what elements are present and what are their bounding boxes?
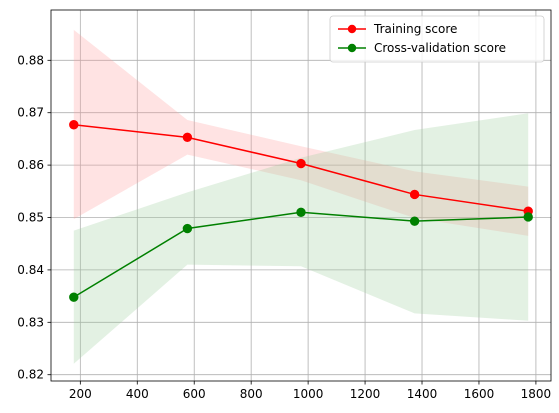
- legend: Training score Cross-validation score: [329, 15, 545, 63]
- plot-area-frame: [50, 9, 552, 382]
- legend-training-label: Training score: [373, 22, 457, 36]
- x-tick-label: 200: [69, 387, 92, 401]
- cross-validation-score-point: [523, 212, 533, 222]
- training-score-point: [296, 158, 306, 169]
- legend-cross-validation-marker: [347, 43, 357, 53]
- confidence-bands: [73, 29, 529, 364]
- x-tick-label: 600: [183, 387, 206, 401]
- series-points: [69, 120, 533, 302]
- x-tick-label: 1400: [407, 387, 438, 401]
- axis-ticks: 200 400 600 800 1000 1200 1400 1600 1800 0.82 0.83…: [17, 53, 551, 401]
- y-tick-label: 0.88: [17, 53, 44, 67]
- y-tick-label: 0.84: [17, 263, 44, 277]
- x-tick-label: 1000: [293, 387, 324, 401]
- training-score-point: [409, 189, 420, 200]
- cross-validation-score-point: [409, 216, 420, 226]
- legend-cross-validation-label: Cross-validation score: [374, 41, 506, 55]
- x-tick-label: 400: [126, 387, 149, 401]
- legend-box: [329, 15, 545, 63]
- x-tick-label: 1800: [521, 387, 552, 401]
- cross-validation-score-band: [73, 113, 529, 364]
- training-score-point: [69, 120, 79, 130]
- x-tick-label: 1200: [350, 387, 381, 401]
- legend-training-marker: [347, 24, 357, 34]
- cross-validation-score-point: [296, 207, 306, 217]
- y-tick-label: 0.82: [17, 368, 44, 382]
- y-tick-label: 0.87: [17, 106, 44, 120]
- cross-validation-score-point: [69, 292, 79, 302]
- x-tick-label: 800: [240, 387, 263, 401]
- cross-validation-score-point: [182, 223, 193, 234]
- x-tick-label: 1600: [464, 387, 495, 401]
- training-score-point: [182, 132, 193, 143]
- y-tick-label: 0.85: [17, 211, 44, 225]
- y-tick-label: 0.86: [17, 158, 44, 172]
- y-tick-label: 0.83: [17, 315, 44, 329]
- training-score-band: [73, 29, 529, 236]
